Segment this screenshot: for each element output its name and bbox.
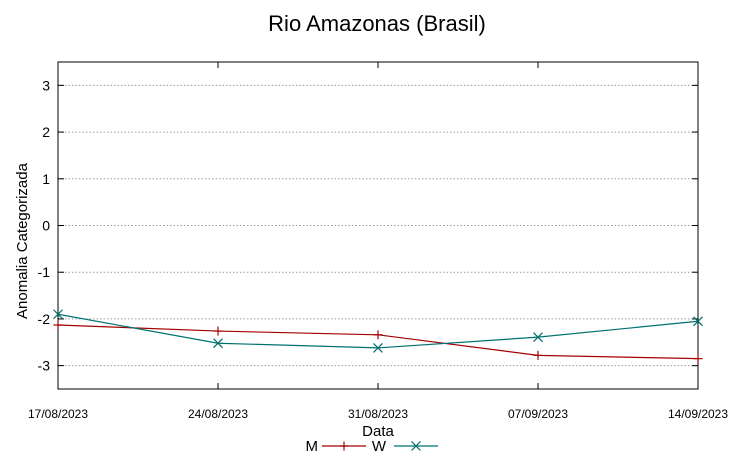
cross-marker [53,309,63,320]
chart-title: Rio Amazonas (Brasil) [268,11,486,36]
series-m [53,320,703,364]
y-tick-label: -3 [38,358,51,374]
series-layer [53,309,703,364]
y-tick-label: 3 [42,77,50,93]
cross-marker [693,316,703,327]
gridlines [58,84,698,367]
y-tick-label: 1 [42,171,50,187]
x-tick-label: 14/09/2023 [668,407,728,421]
legend-label: M [306,438,319,455]
series-line [57,324,699,360]
x-tick-label: 17/08/2023 [28,407,88,421]
x-tick-label: 24/08/2023 [188,407,248,421]
cross-marker [533,332,543,343]
cross-marker [213,338,223,349]
legend-label: W [372,438,387,455]
y-tick-label: 2 [42,124,50,140]
y-axis-ticks: 3 2 1 0 -1 -2 -3 [38,77,698,374]
y-axis-label: Anomalia Categorizada [14,162,31,319]
x-axis-ticks: 17/08/2023 24/08/2023 31/08/2023 07/09/2023… [28,62,728,421]
y-tick-label: -2 [38,311,51,327]
y-tick-label: -1 [38,264,51,280]
cross-marker [373,342,383,353]
cross-marker [411,441,421,451]
x-axis-label: Data [362,423,394,440]
x-tick-label: 07/09/2023 [508,407,568,421]
x-tick-label: 31/08/2023 [348,407,408,421]
y-tick-label: 0 [42,218,50,234]
series-w [53,309,703,353]
